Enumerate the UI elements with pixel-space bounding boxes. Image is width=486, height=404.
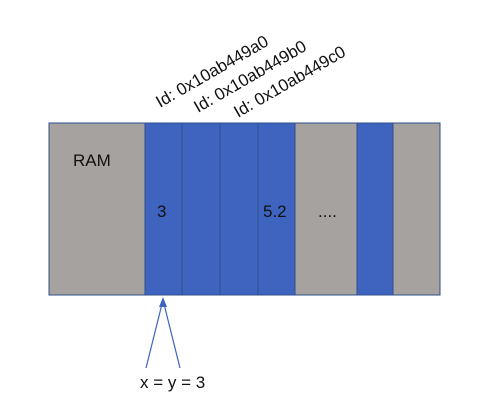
assignment-label: x = y = 3 — [140, 373, 205, 392]
ram-label: RAM — [73, 151, 111, 170]
arrow-x — [145, 299, 164, 369]
memory-cell-3 — [219, 122, 259, 296]
arrow-y — [162, 299, 181, 369]
cell-value-3: 3 — [157, 202, 166, 221]
cell-value-ellipsis: .... — [318, 202, 337, 221]
reference-arrows — [145, 297, 181, 369]
memory-strip-border — [48, 122, 441, 296]
cell-value-5-2: 5.2 — [263, 202, 287, 221]
arrow-head — [159, 297, 167, 307]
memory-cell-2 — [181, 122, 221, 296]
memory-cell-1 — [144, 122, 183, 296]
memory-cell-4 — [257, 122, 296, 296]
memory-cell-7 — [392, 122, 441, 296]
memory-cell-6 — [356, 122, 394, 296]
memory-strip — [48, 122, 441, 296]
memory-cell-0 — [48, 122, 146, 296]
